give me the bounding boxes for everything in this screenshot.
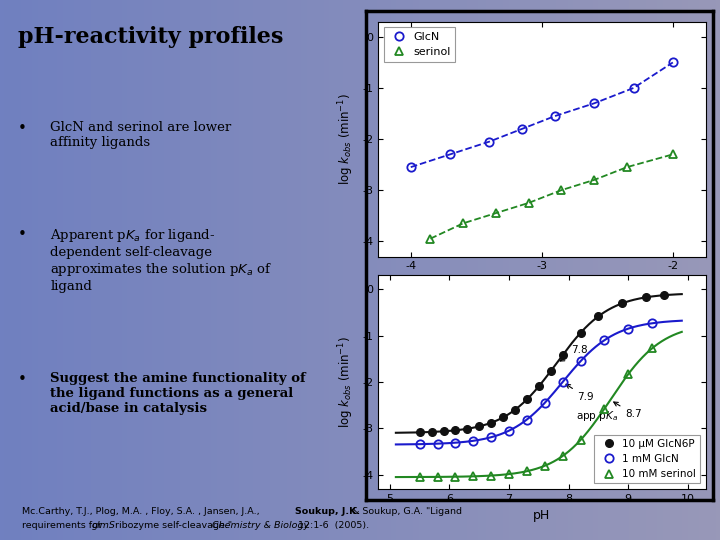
Text: glmS: glmS [92, 521, 116, 530]
Text: Mc.Carthy, T.J., Plog, M.A. , Floy, S.A. , Jansen, J.A.,: Mc.Carthy, T.J., Plog, M.A. , Floy, S.A.… [22, 507, 262, 516]
Text: 7.9: 7.9 [566, 384, 594, 402]
Text: GlcN and serinol are lower
affinity ligands: GlcN and serinol are lower affinity liga… [50, 122, 232, 149]
Text: Suggest the amine functionality of
the ligand functions as a general
acid/base i: Suggest the amine functionality of the l… [50, 373, 306, 415]
X-axis label: pH: pH [534, 509, 550, 522]
Text: •: • [18, 227, 27, 242]
Text: app p$K_a$: app p$K_a$ [576, 409, 618, 423]
Text: 12:1-6  (2005).: 12:1-6 (2005). [292, 521, 369, 530]
Text: Chemistry & Biology: Chemistry & Biology [212, 521, 309, 530]
Y-axis label: log $k_{obs}$ (min$^{-1}$): log $k_{obs}$ (min$^{-1}$) [337, 93, 356, 185]
Text: •: • [18, 122, 27, 136]
Text: Apparent p$K_a$ for ligand-
dependent self-cleavage
approximates the solution p$: Apparent p$K_a$ for ligand- dependent se… [50, 227, 273, 293]
Legend: GlcN, serinol: GlcN, serinol [384, 27, 455, 62]
X-axis label: log c (ligand; M): log c (ligand; M) [491, 277, 593, 290]
Text: 8.7: 8.7 [613, 402, 642, 419]
Text: pH-reactivity profiles: pH-reactivity profiles [18, 26, 284, 48]
Legend: 10 µM GlcN6P, 1 mM GlcN, 10 mM serinol: 10 µM GlcN6P, 1 mM GlcN, 10 mM serinol [594, 435, 701, 483]
Text: Soukup, J.K.: Soukup, J.K. [295, 507, 360, 516]
Text: 7.8: 7.8 [560, 345, 588, 361]
Text: •: • [18, 373, 27, 387]
Text: requirements for: requirements for [22, 521, 104, 530]
Text: & Soukup, G.A. "Ligand: & Soukup, G.A. "Ligand [349, 507, 462, 516]
Text: ribozyme self-cleavage.": ribozyme self-cleavage." [112, 521, 238, 530]
Y-axis label: log $k_{obs}$ (min$^{-1}$): log $k_{obs}$ (min$^{-1}$) [337, 336, 356, 428]
